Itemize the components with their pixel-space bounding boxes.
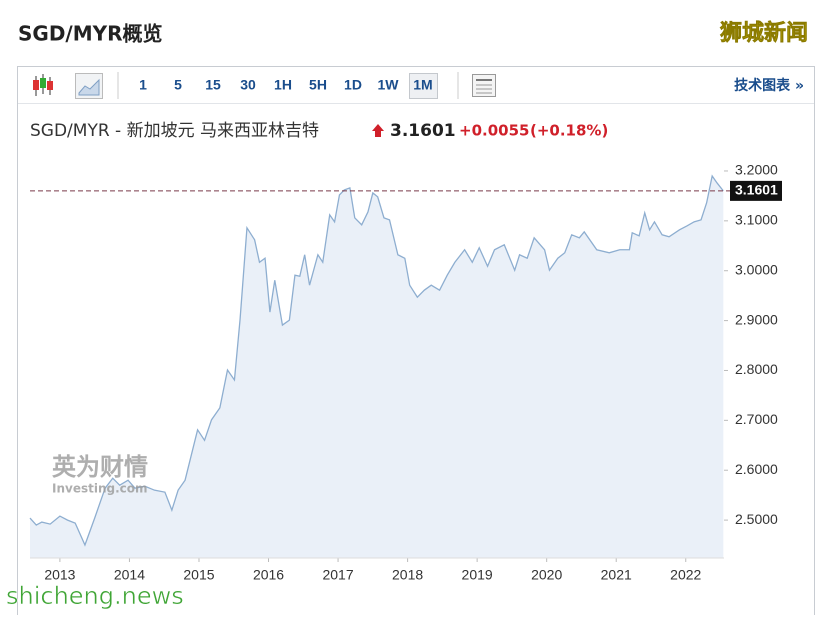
logo-brand: 英为财情 <box>52 453 148 481</box>
y-tick-label: 3.0000 <box>735 261 778 277</box>
interval-button[interactable]: 5H <box>309 77 327 93</box>
x-tick-label: 2015 <box>183 567 214 583</box>
y-tick-label: 3.1000 <box>735 212 778 228</box>
x-tick-label: 2022 <box>670 567 701 583</box>
x-tick-label: 2021 <box>601 567 632 583</box>
logo-sub: Investing.com <box>52 482 148 496</box>
y-tick-label: 3.2000 <box>735 162 778 178</box>
x-tick-label: 2014 <box>114 567 145 583</box>
site-watermark: shicheng.news <box>6 582 184 610</box>
y-tick-label: 2.6000 <box>735 461 778 477</box>
last-value-label: 3.1601 <box>735 182 778 198</box>
y-tick-label: 2.8000 <box>735 361 778 377</box>
x-tick-label: 2013 <box>44 567 75 583</box>
last-price: 3.1601 <box>390 121 456 141</box>
price-change-pct: (+0.18%) <box>530 122 608 140</box>
technical-link[interactable]: 技术图表 » <box>734 77 804 94</box>
area-fill <box>30 175 724 558</box>
y-tick-label: 2.5000 <box>735 511 778 527</box>
active-interval <box>409 73 438 99</box>
x-tick-label: 2016 <box>253 567 284 583</box>
up-arrow <box>372 124 384 137</box>
interval-button[interactable]: 1W <box>378 77 400 93</box>
x-tick-label: 2020 <box>531 567 562 583</box>
interval-button[interactable]: 5 <box>174 77 182 93</box>
area-icon[interactable] <box>75 73 103 99</box>
y-tick-label: 2.7000 <box>735 411 778 427</box>
interval-button[interactable]: 30 <box>240 77 256 93</box>
page-title: SGD/MYR概览 <box>18 22 163 46</box>
price-line <box>29 174 724 547</box>
x-tick-label: 2019 <box>462 567 493 583</box>
widget-frame <box>17 66 815 619</box>
last-value-tag <box>730 180 782 201</box>
interval-button[interactable]: 15 <box>205 77 221 93</box>
price-change: +0.0055 <box>459 122 529 140</box>
interval-button[interactable]: 1D <box>344 77 362 93</box>
x-tick-label: 2017 <box>322 567 353 583</box>
y-tick-label: 2.9000 <box>735 311 778 327</box>
plot: 2.5000 2.6000 2.7000 2.8000 2.9000 3.0000 3.10… <box>29 162 782 583</box>
table-icon[interactable] <box>472 74 496 97</box>
watermark: 狮城新闻 <box>720 20 808 46</box>
interval-button[interactable]: 1 <box>139 77 147 93</box>
interval-buttons: 1 5 15 30 1H 5H 1D 1W 1M <box>139 77 433 93</box>
interval-button[interactable]: 1H <box>274 77 292 93</box>
interval-button[interactable]: 1M <box>413 77 432 93</box>
x-tick-label: 2018 <box>392 567 423 583</box>
candle-icon[interactable] <box>33 74 53 96</box>
instrument-name: SGD/MYR - 新加坡元 马来西亚林吉特 <box>30 121 319 141</box>
